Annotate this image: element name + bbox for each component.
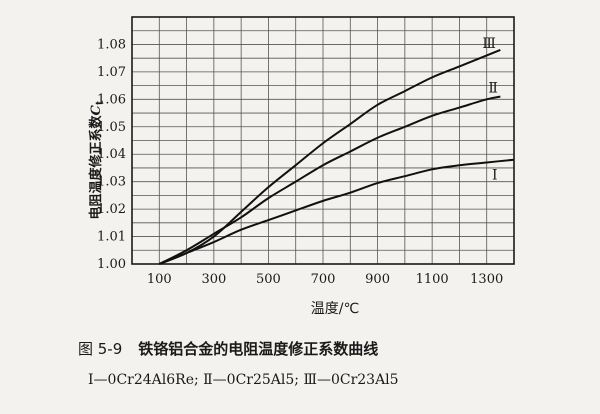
series-line-2 — [158, 95, 501, 265]
y-tick-label: 1.06 — [97, 92, 126, 107]
y-tick-label: 1.00 — [97, 257, 126, 272]
y-tick-label: 1.08 — [97, 37, 126, 52]
chart: 1.00 1.01 1.02 1.03 1.04 1.05 1.06 1.07 1.08 100… — [88, 16, 515, 317]
grid — [132, 17, 514, 264]
x-tick-label: 1300 — [470, 272, 503, 287]
x-tick-label: 900 — [365, 272, 390, 287]
y-tick-label: 1.03 — [97, 175, 126, 190]
figure-number: 图 5-9 — [78, 340, 123, 358]
figure-caption: 图 5-9 铁铬铝合金的电阻温度修正系数曲线 — [78, 338, 578, 359]
series-legend: Ⅰ—0Cr24Al6Re; Ⅱ—0Cr25Al5; Ⅲ—0Cr23Al5 — [88, 372, 399, 388]
y-tick-label: 1.04 — [97, 147, 126, 162]
series-group: Ⅰ Ⅱ Ⅲ — [158, 36, 515, 265]
y-tick-label: 1.07 — [97, 65, 126, 80]
x-tick-label: 300 — [201, 272, 226, 287]
series-line-1 — [158, 158, 515, 265]
x-tick-label: 700 — [311, 272, 336, 287]
y-axis-label: 电阻温度修正系数Ct — [88, 100, 106, 219]
x-tick-label: 100 — [147, 272, 172, 287]
y-tick-label: 1.05 — [97, 120, 126, 135]
y-axis: 1.00 1.01 1.02 1.03 1.04 1.05 1.06 1.07 1.08 — [97, 37, 126, 272]
series-label-2: Ⅱ — [488, 81, 498, 97]
series-line-3 — [158, 49, 501, 265]
x-axis-label: 温度/℃ — [311, 301, 359, 317]
series-label-3: Ⅲ — [482, 36, 496, 52]
figure-title: 铁铬铝合金的电阻温度修正系数曲线 — [138, 340, 379, 358]
plot-frame — [131, 16, 515, 265]
x-axis: 100 300 500 700 900 1100 1300 — [147, 272, 503, 287]
y-tick-label: 1.01 — [97, 230, 126, 245]
x-tick-label: 1100 — [416, 272, 449, 287]
y-tick-label: 1.02 — [97, 202, 126, 217]
series-label-1: Ⅰ — [492, 168, 498, 184]
x-tick-label: 500 — [256, 272, 281, 287]
